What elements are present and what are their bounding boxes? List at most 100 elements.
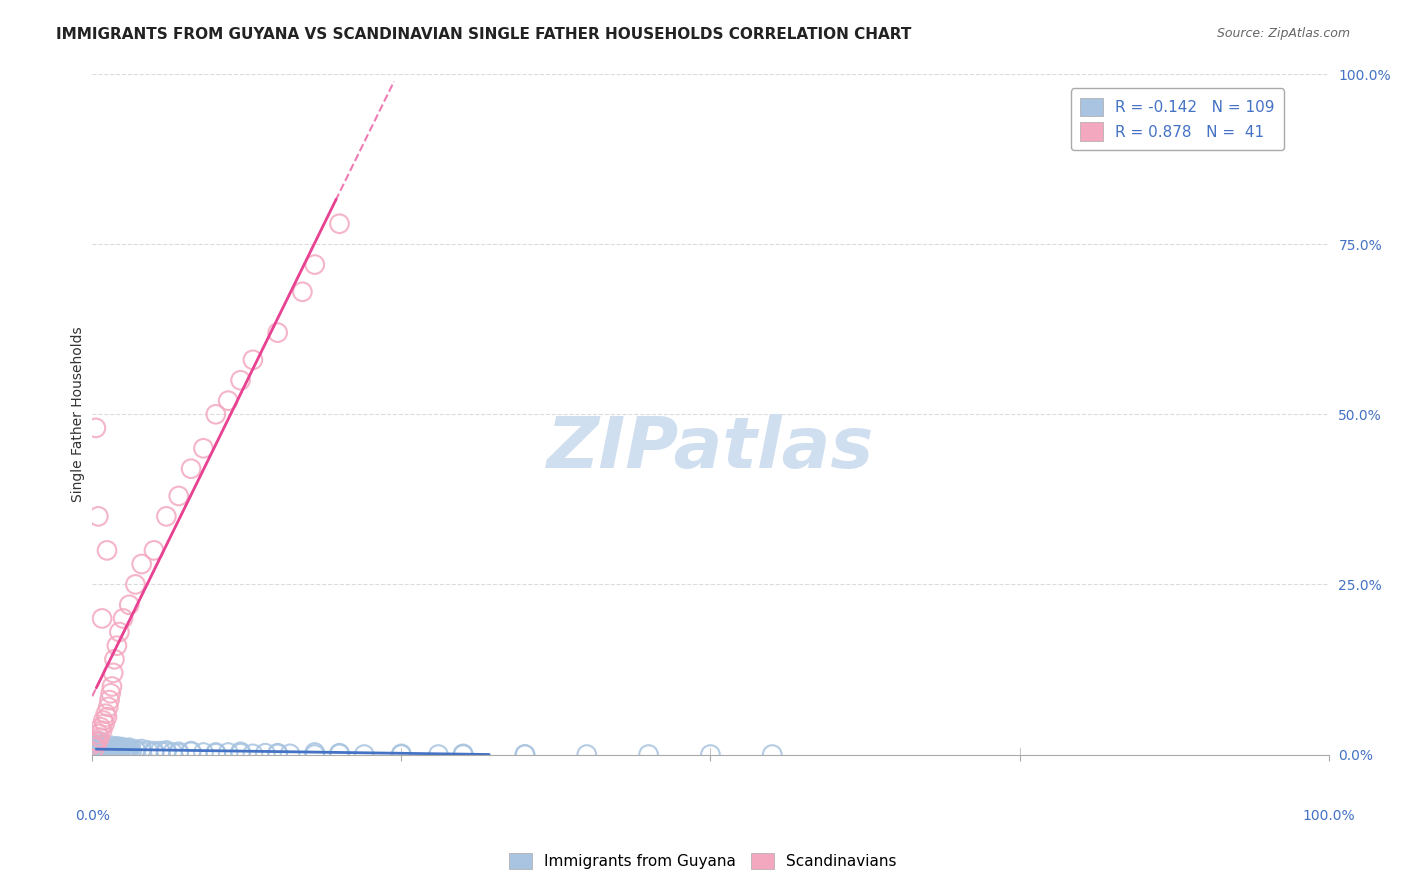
Point (91, 743, 114, 757)
Point (101, 680, 124, 694)
Point (98, 741, 121, 756)
Point (83, 742, 105, 756)
Y-axis label: Single Father Households: Single Father Households (72, 326, 86, 502)
Point (96, 739, 118, 754)
Point (101, 743, 124, 757)
Point (100, 743, 122, 757)
Point (89, 731, 111, 745)
Point (451, 747, 474, 761)
Point (93, 741, 115, 756)
Point (112, 611, 135, 625)
Point (91, 723, 114, 738)
Point (86, 735, 108, 749)
Point (124, 743, 146, 757)
Point (82, 744, 104, 758)
Point (266, 747, 288, 761)
Point (83, 743, 105, 757)
Point (118, 740, 141, 755)
Point (112, 743, 135, 757)
Point (217, 746, 239, 760)
Point (205, 407, 228, 421)
Point (91, 737, 114, 751)
Point (229, 745, 252, 759)
Point (97, 743, 120, 757)
Point (91, 739, 114, 754)
Point (242, 747, 264, 761)
Point (83, 740, 105, 755)
Point (86, 743, 108, 757)
Point (110, 743, 132, 757)
Point (328, 217, 350, 231)
Point (87, 727, 110, 741)
Point (304, 258, 326, 272)
Point (328, 746, 350, 760)
Point (91, 743, 114, 757)
Point (94, 739, 117, 754)
Point (513, 747, 536, 762)
Point (89, 740, 111, 755)
Point (87, 743, 110, 757)
Point (266, 326, 288, 340)
Point (254, 746, 277, 760)
Point (304, 747, 326, 762)
Point (93, 743, 115, 757)
Point (121, 744, 143, 758)
Point (83, 742, 105, 756)
Point (205, 746, 228, 760)
Point (87, 509, 110, 524)
Point (761, 747, 783, 762)
Point (180, 461, 202, 475)
Point (118, 598, 141, 612)
Point (82, 739, 104, 754)
Legend: Immigrants from Guyana, Scandinavians: Immigrants from Guyana, Scandinavians (503, 847, 903, 875)
Point (84, 741, 107, 756)
Point (84, 737, 107, 751)
Point (143, 744, 166, 758)
Point (93, 717, 115, 731)
Point (89, 741, 111, 756)
Point (115, 743, 138, 757)
Point (94, 742, 117, 756)
Point (155, 745, 177, 759)
Point (94, 706, 117, 721)
Point (118, 743, 141, 757)
Point (427, 747, 450, 762)
Point (90, 720, 112, 734)
Point (98, 693, 121, 707)
Point (278, 747, 301, 761)
Point (86, 739, 108, 754)
Point (131, 557, 153, 571)
Point (328, 747, 350, 761)
Point (105, 639, 128, 653)
Point (155, 743, 177, 757)
Point (291, 285, 314, 299)
Point (266, 746, 288, 760)
Point (111, 739, 134, 754)
Point (87, 742, 110, 756)
Text: IMMIGRANTS FROM GUYANA VS SCANDINAVIAN SINGLE FATHER HOUSEHOLDS CORRELATION CHAR: IMMIGRANTS FROM GUYANA VS SCANDINAVIAN S… (56, 27, 911, 42)
Point (90, 740, 112, 755)
Point (97, 699, 120, 714)
Point (136, 743, 159, 757)
Point (353, 747, 375, 762)
Point (87, 734, 110, 748)
Point (229, 373, 252, 387)
Point (124, 743, 146, 757)
Point (513, 747, 536, 762)
Point (131, 742, 153, 756)
Point (91, 714, 114, 728)
Point (229, 746, 252, 760)
Point (114, 743, 136, 757)
Point (96, 710, 118, 724)
Point (108, 743, 131, 757)
Point (167, 746, 190, 760)
Point (389, 747, 412, 761)
Point (699, 747, 721, 762)
Point (103, 740, 125, 755)
Point (91, 611, 114, 625)
Text: 100.0%: 100.0% (1302, 809, 1355, 823)
Point (103, 743, 125, 757)
Point (155, 509, 177, 524)
Point (205, 746, 228, 760)
Point (104, 741, 127, 756)
